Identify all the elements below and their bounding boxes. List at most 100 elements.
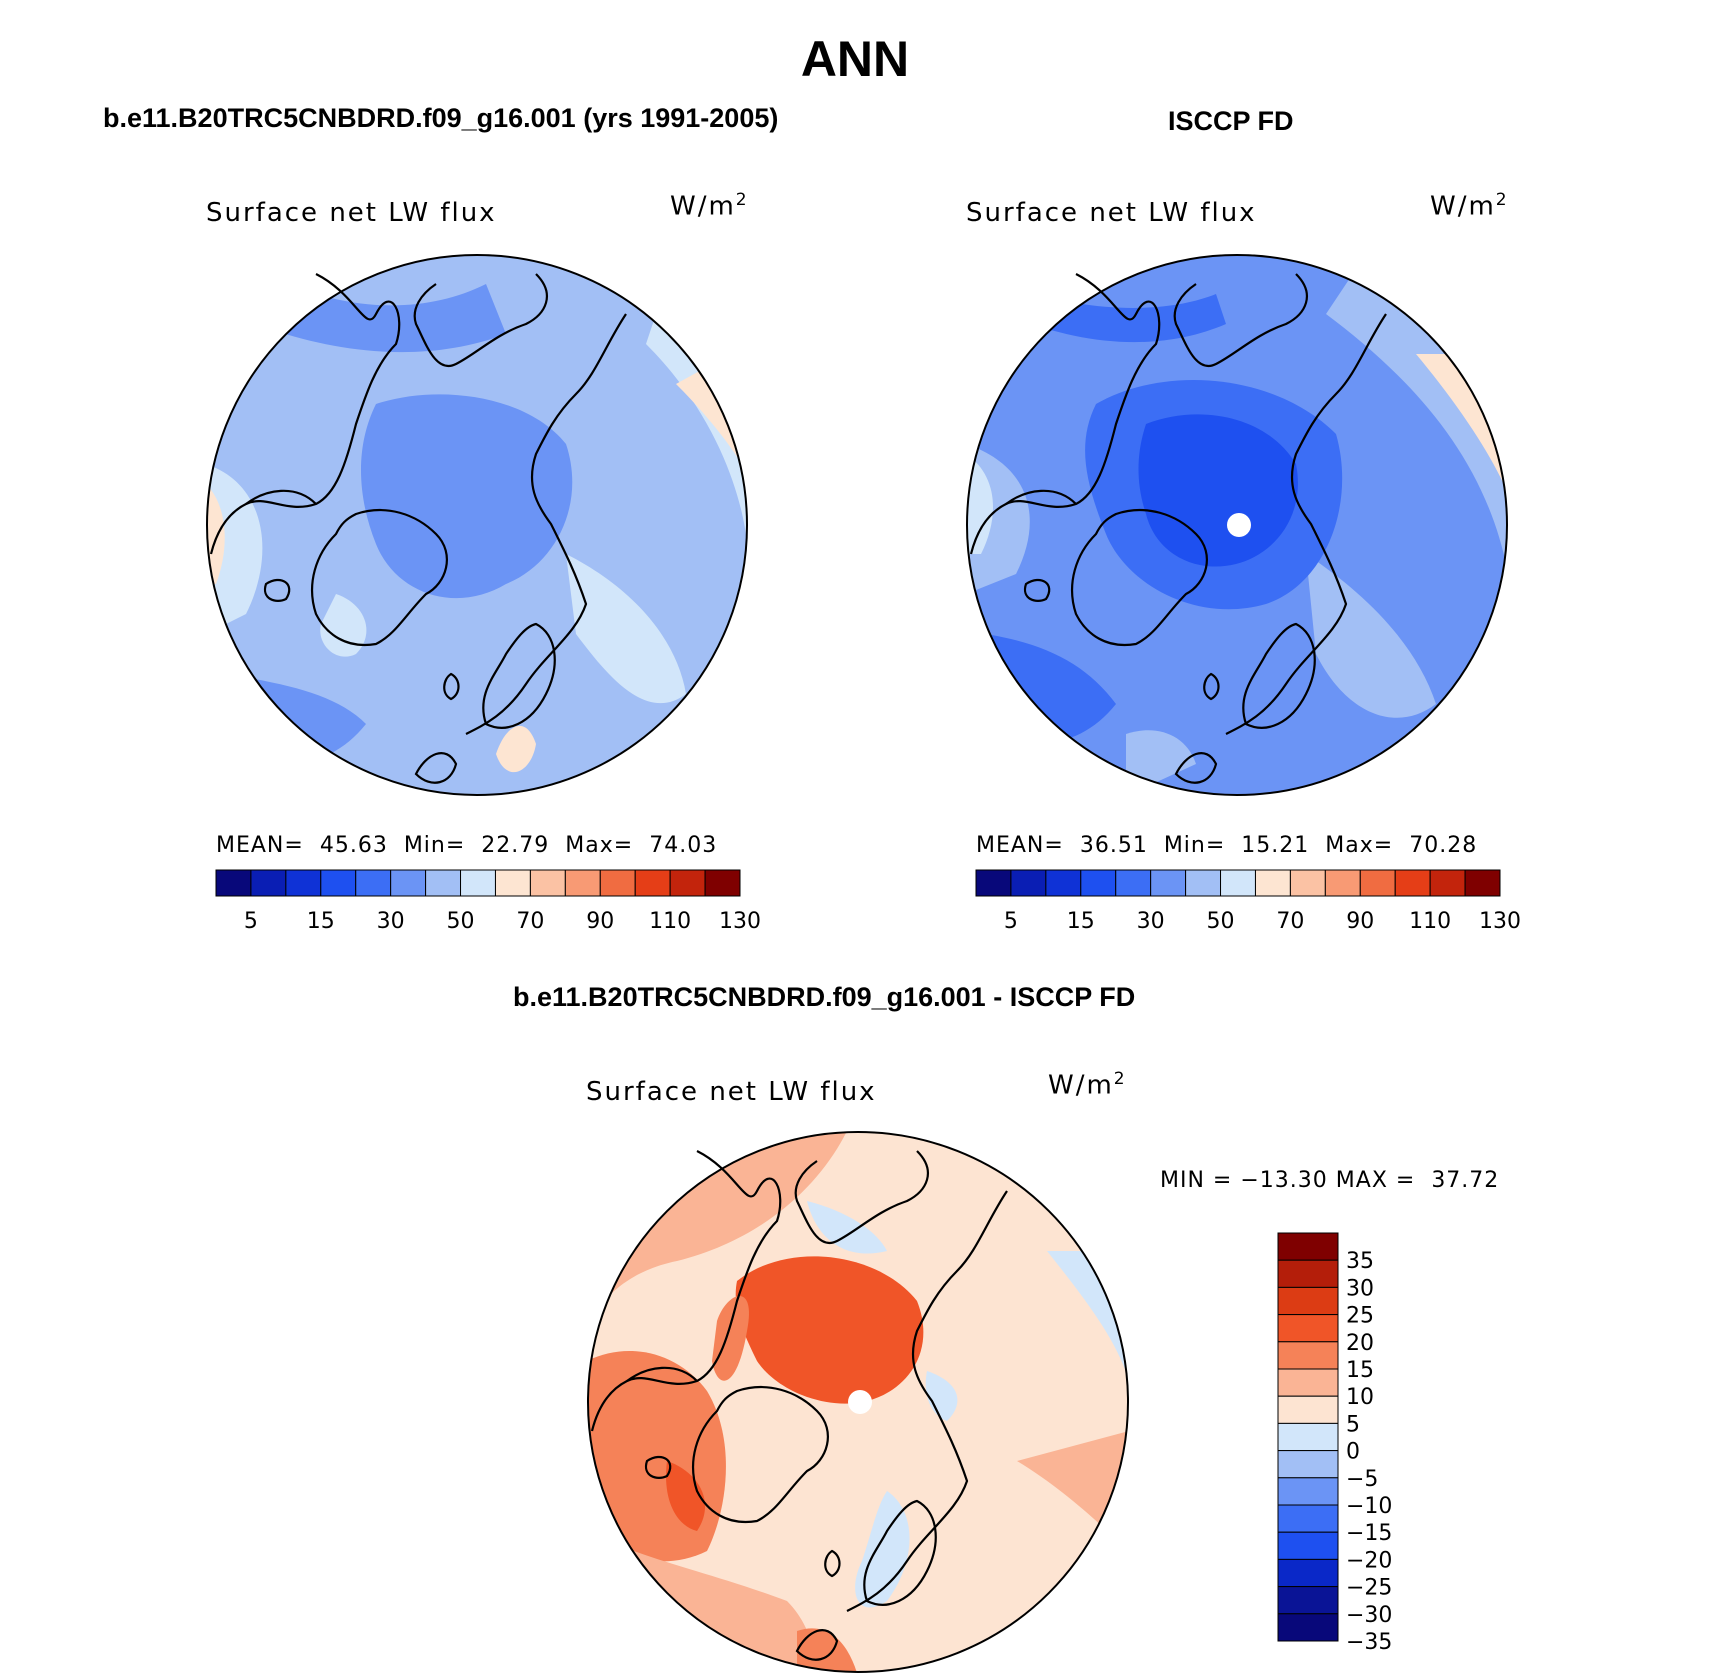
panel1-field-region bbox=[361, 394, 573, 599]
panel2-colorbar-box bbox=[1185, 869, 1222, 897]
panel2-colorbar-box bbox=[1429, 869, 1466, 897]
panel3-colorbar-box bbox=[1277, 1504, 1339, 1533]
panel3-max-label: MAX = bbox=[1335, 1168, 1416, 1193]
panel2-coastlines bbox=[969, 273, 1387, 784]
panel1-colorbar-box bbox=[250, 869, 287, 897]
panel1-colorbar-label: 110 bbox=[649, 909, 691, 934]
panel1-units: W/m2 bbox=[670, 190, 747, 222]
panel1-min-value: 22.79 bbox=[481, 833, 550, 858]
panel1-colorbar-label: 5 bbox=[244, 909, 258, 934]
panel3-pole-mask bbox=[848, 1390, 872, 1414]
panel2-map-boundary bbox=[966, 254, 1508, 796]
panel3-units: W/m2 bbox=[1048, 1069, 1125, 1101]
panel3-colorbar-box bbox=[1277, 1613, 1339, 1642]
panel3-colorbar-label: −20 bbox=[1346, 1548, 1392, 1573]
panel3-colorbar-box bbox=[1277, 1341, 1339, 1370]
panel3-colorbar-label: 15 bbox=[1346, 1358, 1374, 1383]
panel1-colorbar-box bbox=[355, 869, 392, 897]
panel3-colorbar-label: −15 bbox=[1346, 1521, 1392, 1546]
panel3-colorbar-box bbox=[1277, 1395, 1339, 1424]
panel2-colorbar-label: 90 bbox=[1346, 909, 1374, 934]
panel1-colorbar-box bbox=[460, 869, 496, 897]
panel3-colorbar-label: 30 bbox=[1346, 1276, 1374, 1301]
panel2-colorbar-box bbox=[1289, 869, 1326, 897]
panel1-colorbar-label: 30 bbox=[377, 909, 405, 934]
panel1-colorbar-box bbox=[564, 869, 601, 897]
panel1-min-label: Min= bbox=[403, 833, 466, 858]
panel1-colorbar-label: 90 bbox=[586, 909, 614, 934]
panel2-colorbar-label: 70 bbox=[1276, 909, 1304, 934]
panel3-field-region bbox=[797, 1628, 857, 1672]
panel2-variable-label: Surface net LW flux bbox=[966, 198, 1257, 228]
panel2-colorbar-box bbox=[1045, 869, 1082, 897]
panel3-colorbar-label: 25 bbox=[1346, 1304, 1374, 1329]
panel2-mean-value: 36.51 bbox=[1079, 833, 1148, 858]
panel3-colorbar-label: −25 bbox=[1346, 1576, 1392, 1601]
panel3-field-region bbox=[712, 1296, 750, 1381]
panel1-colorbar: 5 15 30 50 70 90 110 130 bbox=[215, 869, 761, 934]
panel3-colorbar-box bbox=[1277, 1558, 1339, 1588]
panel1-colorbar-box bbox=[215, 869, 252, 897]
panel3-field-region bbox=[735, 1256, 924, 1404]
panel2-stats: MEAN= 36.51 Min= 15.21 Max= 70.28 bbox=[976, 833, 1477, 858]
panel2-colorbar-label: 50 bbox=[1207, 909, 1235, 934]
panel3-colorbar-box bbox=[1277, 1286, 1339, 1316]
panel2-colorbar-box bbox=[975, 869, 1012, 897]
panel2-colorbar-box bbox=[1115, 869, 1152, 897]
panel2-field-region bbox=[1006, 284, 1226, 343]
panel1-field-region bbox=[207, 484, 225, 584]
panel2-polar-map bbox=[966, 254, 1508, 796]
panel3-polar-map bbox=[587, 1131, 1129, 1673]
panel3-colorbar-box bbox=[1277, 1232, 1339, 1261]
panel1-colorbar-box bbox=[285, 869, 322, 897]
panel3-colorbar-label: −5 bbox=[1346, 1467, 1378, 1492]
panel1-colorbar-box bbox=[669, 869, 706, 897]
panel2-colorbar-box bbox=[1324, 869, 1361, 897]
panel3-colorbar-box bbox=[1277, 1314, 1339, 1343]
panel2-colorbar: 5 15 30 50 70 90 110 130 bbox=[975, 869, 1521, 934]
panel2-colorbar-label: 5 bbox=[1004, 909, 1018, 934]
panel2-colorbar-box bbox=[1394, 869, 1431, 897]
panel3-coastlines bbox=[590, 1150, 1008, 1661]
panel3-field-region bbox=[807, 1201, 887, 1254]
panel1-colorbar-label: 15 bbox=[307, 909, 335, 934]
panel2-colorbar-label: 15 bbox=[1067, 909, 1095, 934]
panel1-polar-map bbox=[206, 254, 748, 796]
panel1-colorbar-box bbox=[320, 869, 357, 897]
panel2-colorbar-label: 30 bbox=[1137, 909, 1165, 934]
panel2-colorbar-box bbox=[1150, 869, 1187, 897]
panel1-max-value: 74.03 bbox=[649, 833, 718, 858]
panel1-colorbar-box bbox=[425, 869, 462, 897]
panel3-colorbar-label: −10 bbox=[1346, 1494, 1392, 1519]
panel2-colorbar-box bbox=[1220, 869, 1256, 897]
panel3-stats: MIN = −13.30 MAX = 37.72 bbox=[1160, 1168, 1499, 1193]
panel3-colorbar-label: −35 bbox=[1346, 1630, 1392, 1655]
figure-title: ANN bbox=[800, 31, 910, 87]
panel1-title: b.e11.B20TRC5CNBDRD.f09_g16.001 (yrs 199… bbox=[103, 103, 779, 133]
panel3-colorbar-box bbox=[1277, 1259, 1339, 1288]
panel2-colorbar-box bbox=[1254, 869, 1291, 897]
panel1-variable-label: Surface net LW flux bbox=[206, 198, 497, 228]
panel3-field-region bbox=[925, 1371, 958, 1421]
panel3-variable-label: Surface net LW flux bbox=[586, 1077, 877, 1107]
panel2-mean-label: MEAN= bbox=[976, 833, 1064, 858]
panel3-colorbar-label: 5 bbox=[1346, 1412, 1360, 1437]
panel1-coastlines bbox=[209, 273, 627, 784]
panel3-min-label: MIN = bbox=[1160, 1168, 1233, 1193]
panel3-colorbar-label: 20 bbox=[1346, 1331, 1374, 1356]
panel1-max-label: Max= bbox=[565, 833, 634, 858]
panel3-max-value: 37.72 bbox=[1431, 1168, 1500, 1193]
panel3-colorbar-box bbox=[1277, 1422, 1339, 1452]
panel2-max-value: 70.28 bbox=[1409, 833, 1478, 858]
panel3-map-boundary bbox=[587, 1131, 1129, 1673]
panel2-field-region bbox=[1306, 554, 1436, 718]
panel2-colorbar-box bbox=[1464, 869, 1501, 897]
panel3-colorbar-box bbox=[1277, 1450, 1339, 1479]
panel2-max-label: Max= bbox=[1325, 833, 1394, 858]
panel2-units: W/m2 bbox=[1430, 190, 1507, 222]
panel1-field-region bbox=[566, 554, 686, 704]
panel3-colorbar-label: 10 bbox=[1346, 1385, 1374, 1410]
panel2-pole-mask bbox=[1227, 513, 1251, 537]
panel1-field-region bbox=[207, 464, 263, 634]
panel2-colorbar-box bbox=[1359, 869, 1396, 897]
